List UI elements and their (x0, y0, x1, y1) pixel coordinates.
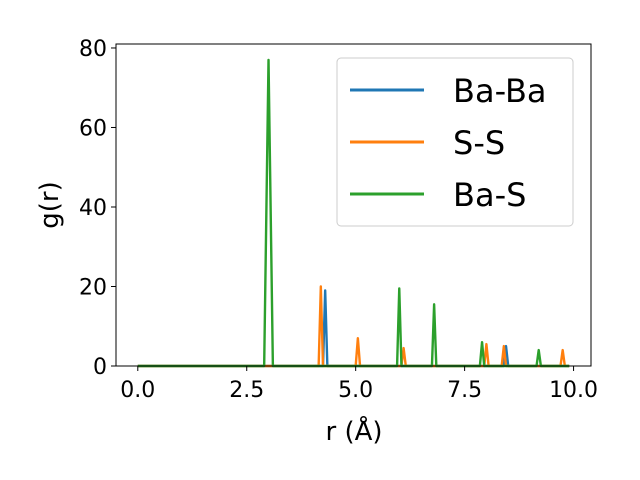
y-tick-label: 60 (79, 116, 107, 141)
y-tick-label: 40 (79, 196, 107, 221)
x-tick-label: 10.0 (549, 378, 598, 403)
y-axis-label: g(r) (35, 181, 65, 228)
x-tick-label: 2.5 (229, 378, 264, 403)
axes-frame (115, 43, 592, 367)
tick-layer: 0.0 2.5 5.0 7.5 10.0 0 20 40 60 80 (79, 37, 598, 403)
legend: Ba-Ba S-S Ba-S (336, 57, 574, 227)
legend-label: Ba-Ba (453, 72, 547, 110)
x-tick-label: 0.0 (120, 378, 155, 403)
legend-label: S-S (453, 124, 505, 162)
x-axis-label: r (Å) (325, 415, 382, 447)
legend-box (336, 57, 574, 227)
x-tick-label: 7.5 (447, 378, 482, 403)
y-tick-label: 20 (79, 275, 107, 300)
x-tick-label: 5.0 (338, 378, 373, 403)
series-line-1 (137, 285, 570, 368)
y-tick-label: 80 (79, 37, 107, 62)
series-line-2 (137, 58, 570, 368)
y-tick-label: 0 (93, 355, 107, 380)
legend-label: Ba-S (453, 176, 526, 214)
